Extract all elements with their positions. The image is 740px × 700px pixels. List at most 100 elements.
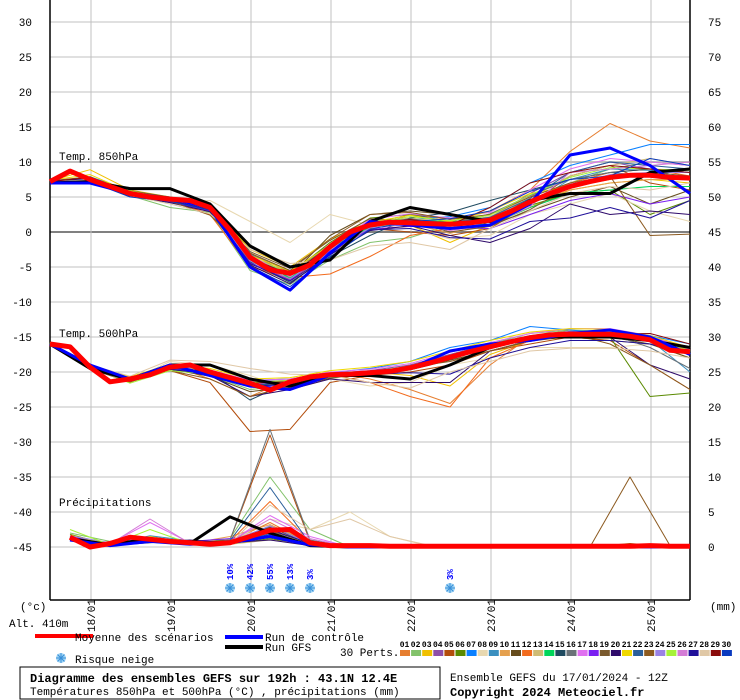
title-box xyxy=(19,666,441,700)
pert-legend-swatch xyxy=(677,650,688,656)
right-tick-label: 20 xyxy=(708,403,721,415)
perturbation-legend: 01 02 03 04 05 06 07 08 09 10 11 12 13 14 15 16 17 18 19 20… xyxy=(400,641,732,656)
legend-gfs-swatch xyxy=(225,645,263,649)
right-tick-label: 40 xyxy=(708,263,721,275)
pert-legend-swatch xyxy=(455,650,466,656)
pert-legend-label: 15 xyxy=(555,641,565,650)
snow-risk-label: 10% xyxy=(226,563,236,580)
pert-legend-swatch xyxy=(699,650,710,656)
right-tick-label: 60 xyxy=(708,123,721,135)
right-tick-label: 35 xyxy=(708,298,721,310)
pert-legend-label: 01 xyxy=(400,641,410,650)
pert-legend-label: 05 xyxy=(444,641,454,650)
axes: 302520151050-5-10-15-20-25-30-35-40-4575… xyxy=(12,0,721,632)
pert-legend-swatch xyxy=(610,650,621,656)
pert-legend-label: 06 xyxy=(455,641,465,650)
left-tick-label: -5 xyxy=(19,263,32,275)
pert-legend-swatch xyxy=(499,650,510,656)
snowflake-arms xyxy=(305,583,315,593)
pert-legend-swatch xyxy=(721,650,732,656)
snow-risk-label: 55% xyxy=(266,563,276,580)
right-tick-label: 50 xyxy=(708,193,721,205)
pert-legend-label: 14 xyxy=(544,641,554,650)
pert-legend-label: 02 xyxy=(411,641,421,650)
panel-label-t500: Temp. 500hPa xyxy=(59,329,139,341)
pert-legend-swatch xyxy=(710,650,721,656)
legend-mean-label: Moyenne des scénarios xyxy=(75,633,214,645)
t500-pert-28 xyxy=(49,343,691,389)
right-tick-label: 75 xyxy=(708,18,721,30)
x-tick-label: 23/01 xyxy=(487,599,499,632)
t850-pert-07 xyxy=(49,144,690,271)
right-tick-label: 70 xyxy=(708,53,721,65)
panel-label-precip: Précipitations xyxy=(59,498,151,510)
pert-legend-label: 25 xyxy=(666,641,676,650)
left-tick-label: 20 xyxy=(19,88,32,100)
precip-pert-05 xyxy=(69,434,671,548)
t850-pert-01 xyxy=(49,123,691,282)
pert-legend-swatch xyxy=(533,650,544,656)
legend: Moyenne des scénarios Run de contrôle Ru… xyxy=(35,633,732,667)
t850-pert-13 xyxy=(49,158,691,276)
legend-control-label: Run de contrôle xyxy=(265,633,364,645)
x-tick-label: 20/01 xyxy=(247,599,259,632)
left-tick-label: -35 xyxy=(12,473,32,485)
right-tick-label: 10 xyxy=(708,473,721,485)
pert-legend-swatch xyxy=(544,650,555,656)
pert-legend-swatch xyxy=(488,650,499,656)
pert-legend-label: 17 xyxy=(577,641,587,650)
pert-legend-label: 29 xyxy=(710,641,720,650)
right-tick-label: 15 xyxy=(708,438,721,450)
pert-legend-label: 08 xyxy=(477,641,487,650)
x-tick-label: 25/01 xyxy=(647,599,659,632)
left-tick-label: 10 xyxy=(19,158,32,170)
pert-legend-label: 18 xyxy=(588,641,598,650)
pert-legend-swatch xyxy=(577,650,588,656)
panel-label-t850: Temp. 850hPa xyxy=(59,152,139,164)
pert-legend-swatch xyxy=(422,650,433,656)
snow-risk-label: 42% xyxy=(246,563,256,580)
pert-legend-label: 21 xyxy=(622,641,632,650)
t500-pert-20 xyxy=(49,333,691,397)
pert-legend-label: 03 xyxy=(422,641,432,650)
grid xyxy=(50,0,690,600)
left-tick-label: 15 xyxy=(19,123,32,135)
pert-legend-label: 09 xyxy=(488,641,498,650)
pert-legend-swatch xyxy=(511,650,521,656)
snowflake-icon xyxy=(265,583,275,593)
t500-pert-23 xyxy=(49,333,691,397)
left-unit: (°c) xyxy=(20,602,46,614)
pert-legend-label: 27 xyxy=(688,641,698,650)
pert-legend-label: 19 xyxy=(599,641,609,650)
snowflake-icon xyxy=(445,583,455,593)
chart-subtitle: Températures 850hPa et 500hPa (°C) , pré… xyxy=(30,687,400,699)
legend-gfs-label: Run GFS xyxy=(265,643,312,655)
t850-pert-28 xyxy=(49,179,691,264)
snow-risk-label: 3% xyxy=(306,569,316,580)
left-tick-label: -15 xyxy=(12,333,32,345)
altitude-label: Alt. 410m xyxy=(9,619,69,631)
pert-legend-label: 10 xyxy=(500,641,510,650)
right-tick-label: 0 xyxy=(708,543,715,555)
pert-legend-swatch xyxy=(633,650,644,656)
pert-legend-swatch xyxy=(477,650,488,656)
snow-risk-label: 3% xyxy=(446,569,456,580)
right-unit: (mm) xyxy=(710,602,736,614)
x-tick-label: 18/01 xyxy=(87,599,99,632)
snow-risk-label: 13% xyxy=(286,563,296,580)
snowflake-arms xyxy=(245,583,255,593)
precip-pert-16 xyxy=(69,428,670,548)
pert-legend-label: 16 xyxy=(566,641,576,650)
t850-pert-17 xyxy=(49,158,691,276)
pert-legend-label: 13 xyxy=(533,641,543,650)
snowflake-arms xyxy=(225,583,235,593)
left-tick-label: -30 xyxy=(12,438,32,450)
pert-legend-swatch xyxy=(644,650,655,656)
snowflake-icon xyxy=(305,583,315,593)
pert-legend-swatch xyxy=(444,650,455,656)
chart-title: Diagramme des ensembles GEFS sur 192h : … xyxy=(30,672,397,686)
series-layer xyxy=(48,123,691,550)
snowflake-icon xyxy=(245,583,255,593)
pert-legend-label: 23 xyxy=(644,641,654,650)
